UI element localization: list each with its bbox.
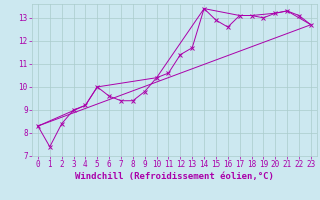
X-axis label: Windchill (Refroidissement éolien,°C): Windchill (Refroidissement éolien,°C) bbox=[75, 172, 274, 181]
